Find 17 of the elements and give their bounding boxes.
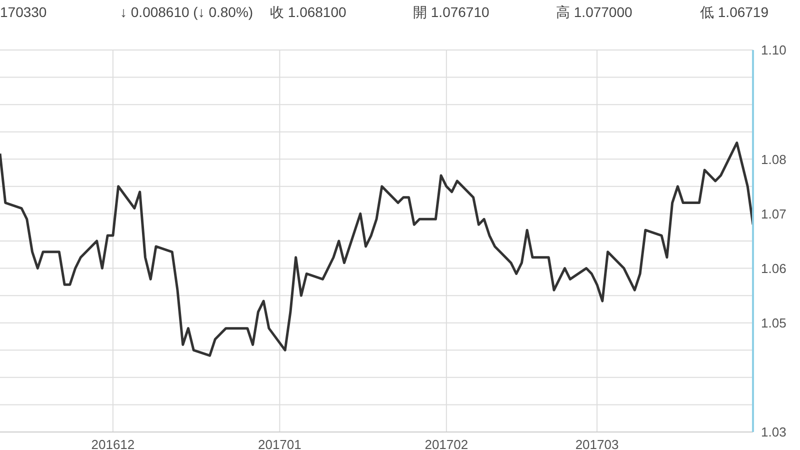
x-tick-label: 201703 [575,437,619,450]
text: 低 1.06719 [700,4,768,22]
x-tick-label: 201612 [91,437,135,450]
y-tick-label: 1.07 [761,206,786,222]
text: 開 1.076710 [413,4,490,22]
line-series [0,142,753,357]
y-tick-label: 1.03 [761,424,786,440]
text: ↓ 0.008610 (↓ 0.80%) [120,4,254,20]
x-tick-label: 201701 [258,437,302,450]
x-tick-label: 201702 [424,437,468,450]
y-tick-label: 1.08 [761,152,786,167]
y-tick-label: 1.05 [761,315,786,330]
text: 高 1.077000 [556,4,632,22]
y-tick-label: 1.06 [761,260,786,276]
y-tick-label: 1.10 [761,42,786,58]
text: 收 1.068100 [270,4,346,22]
text: 170330 [0,4,47,20]
